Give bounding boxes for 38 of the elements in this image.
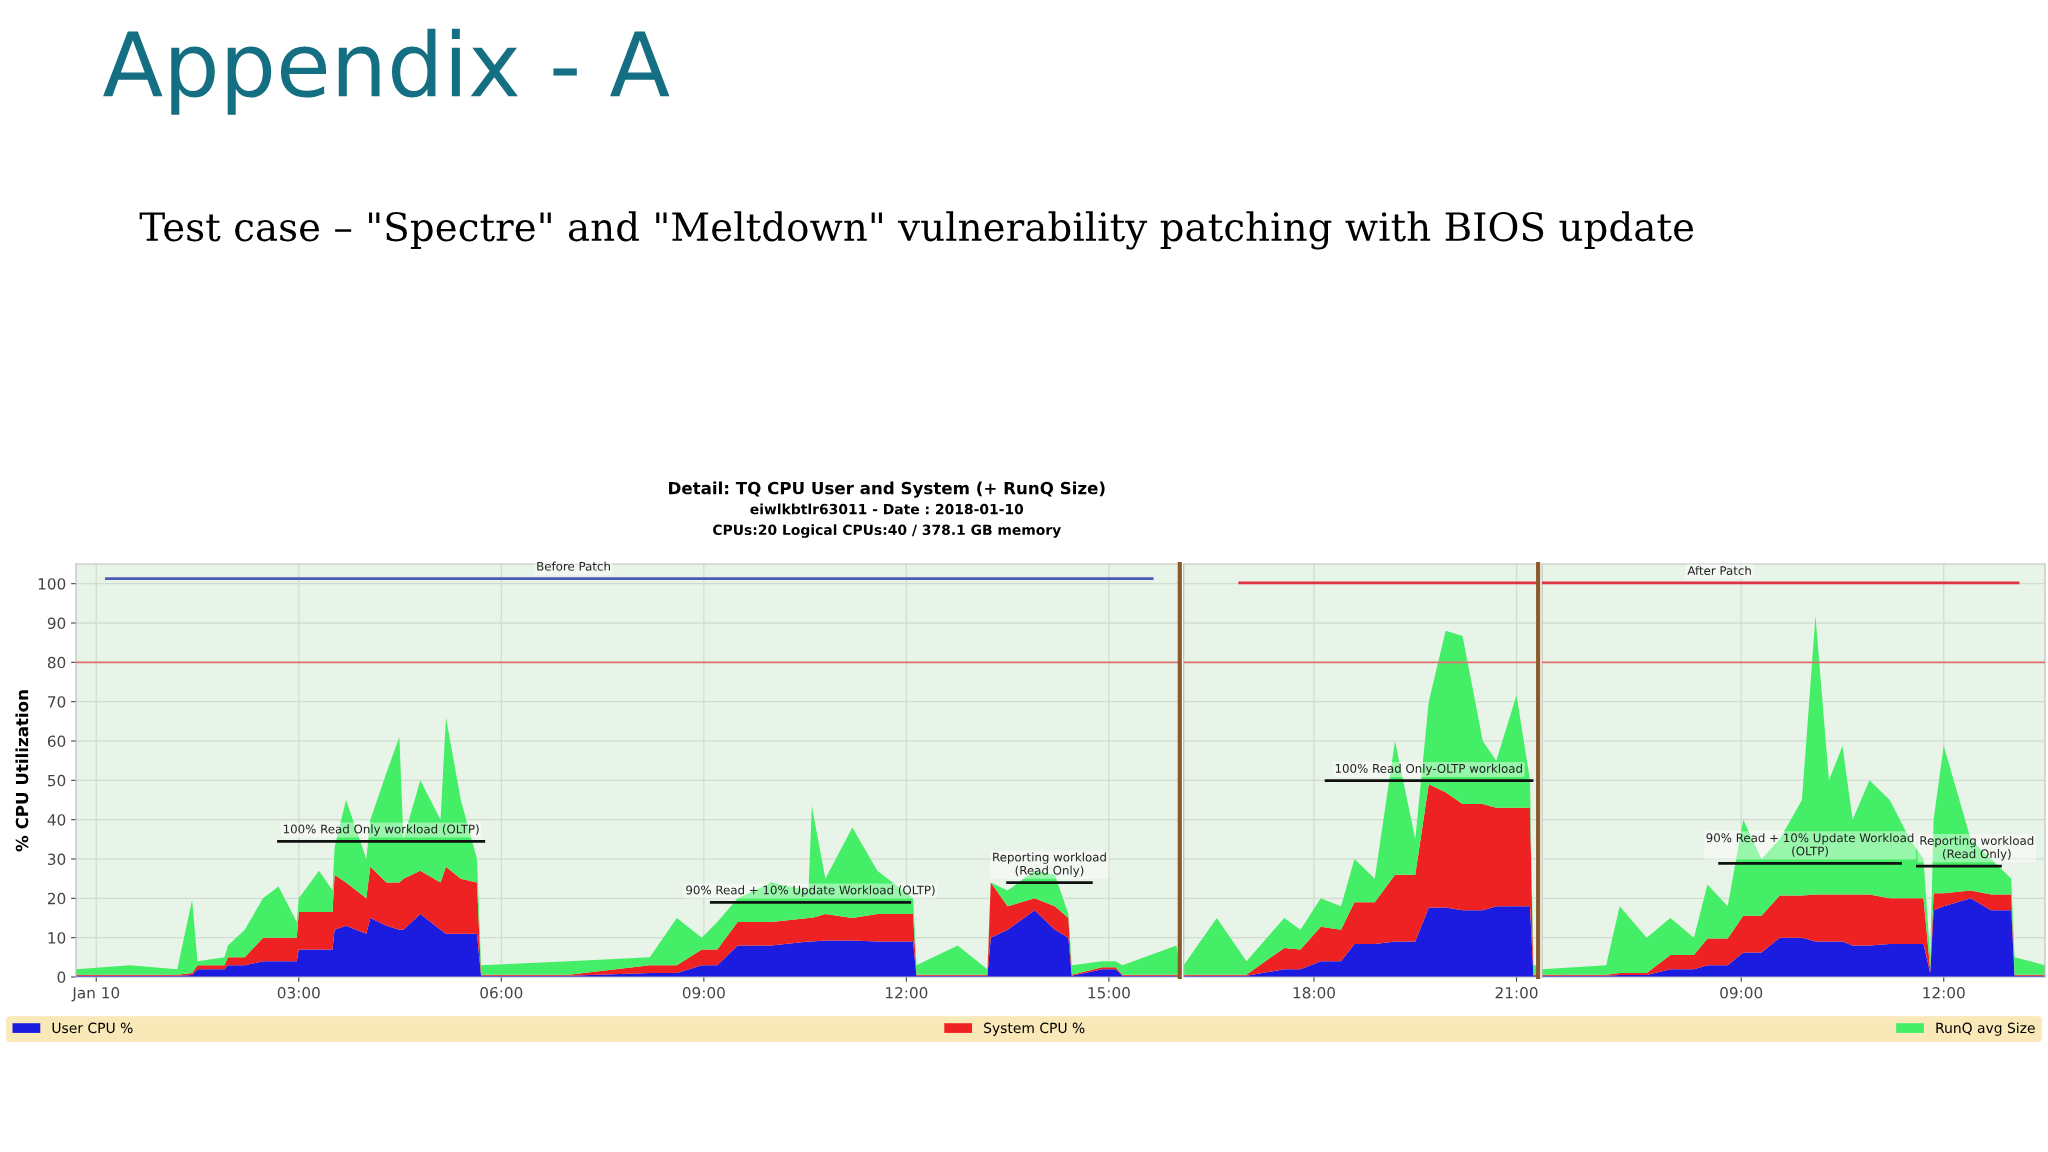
y-tick-label: 50 [48,774,66,787]
x-tick-label: 12:00 [1923,986,1965,999]
x-tick-label: 21:00 [1495,986,1538,999]
chart-subtitle: Test case – "Spectre" and "Meltdown" vulnerability patching with BIOS update [139,211,1694,250]
y-tick-label: 0 [57,971,66,984]
legend-label: User CPU % [52,1022,133,1034]
text: CPUs:20 Logical CPUs:40 / 378.1 GB memory [713,524,1061,538]
x-tick-label: 18:00 [1293,986,1335,999]
x-tick-label: 06:00 [480,986,523,999]
x-tick-label: 12:00 [886,986,928,999]
x-tick-label: Jan 10 [71,986,120,1002]
y-tick-label: 100 [38,578,66,590]
x-tick-label: 03:00 [277,986,320,999]
y-axis-title: % CPU Utilization [15,690,29,852]
y-tick-label: 40 [47,814,66,826]
text: eiwlkbtlr63011 - Date : 2018-01-10 [750,503,1024,515]
annotation: After Patch [1687,565,1751,576]
y-tick-label: 30 [48,853,66,866]
y-tick-label: 20 [47,892,66,905]
annotation: 90% Read + 10% Update Workload (OLTP) [1706,833,1914,857]
legend-label: RunQ avg Size [1936,1022,2035,1036]
x-tick-label: 09:00 [682,986,725,999]
y-tick-label: 60 [47,735,66,748]
annotation: 90% Read + 10% Update Workload (OLTP) [686,885,935,897]
chart-title: Appendix - A [103,28,670,115]
y-tick-label: 10 [48,932,66,944]
x-tick-label: 15:00 [1088,986,1130,999]
y-tick-label: 70 [48,696,66,708]
annotation: 100% Read Only-OLTP workload [1335,763,1522,776]
annotation: Before Patch [537,561,610,571]
annotation: 100% Read Only workload (OLTP) [283,824,479,836]
legend-label: System CPU % [984,1022,1085,1036]
y-tick-label: 90 [47,617,66,630]
y-tick-label: 80 [47,656,66,669]
text: Detail: TQ CPU User and System (+ RunQ Size) [669,481,1105,498]
annotation: Reporting workload (Read Only) [1920,835,2034,861]
x-tick-label: 09:00 [1720,986,1763,999]
annotation: Reporting workload (Read Only) [993,852,1106,878]
